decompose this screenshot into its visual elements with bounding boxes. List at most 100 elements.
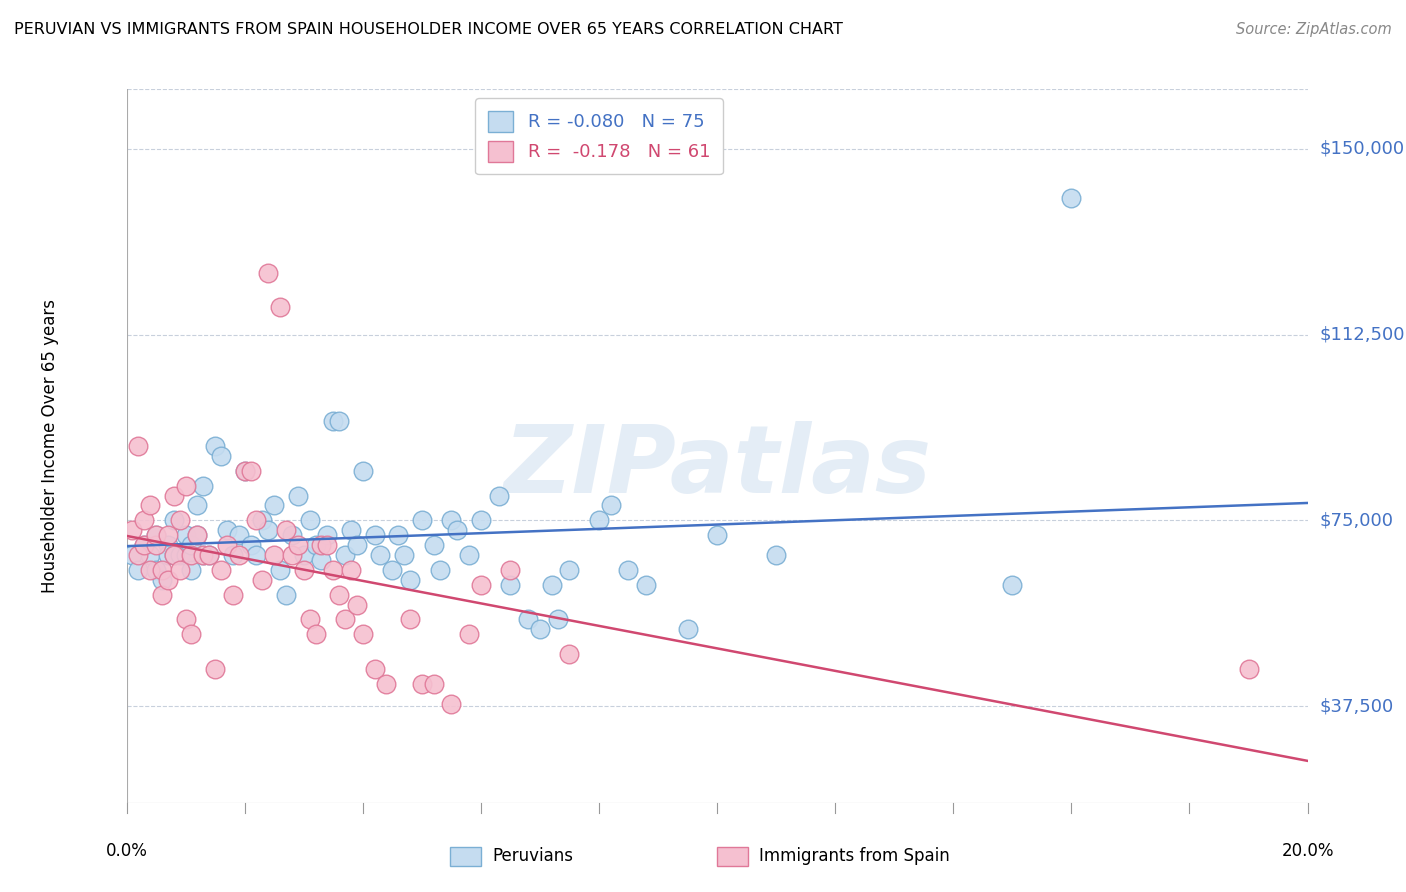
Text: 0.0%: 0.0% xyxy=(105,842,148,861)
Point xyxy=(228,548,250,562)
Text: Source: ZipAtlas.com: Source: ZipAtlas.com xyxy=(1236,22,1392,37)
Point xyxy=(193,478,215,492)
Point xyxy=(145,563,167,577)
Point xyxy=(328,414,350,428)
Point xyxy=(156,528,179,542)
Point xyxy=(706,528,728,542)
Point xyxy=(145,528,167,542)
Point xyxy=(765,548,787,562)
Point xyxy=(1001,578,1024,592)
Point xyxy=(547,612,569,626)
Point xyxy=(186,528,208,542)
Point xyxy=(411,677,433,691)
Point xyxy=(134,538,156,552)
Text: ZIPatlas: ZIPatlas xyxy=(503,421,931,514)
Point xyxy=(636,578,658,592)
Point xyxy=(429,563,451,577)
Point xyxy=(180,563,202,577)
Point xyxy=(333,548,356,562)
Point xyxy=(540,578,562,592)
Point xyxy=(274,588,297,602)
Point xyxy=(150,563,173,577)
Point xyxy=(169,513,191,527)
Point xyxy=(311,553,333,567)
Point xyxy=(174,528,197,542)
Point xyxy=(215,523,238,537)
Point xyxy=(298,612,321,626)
Point xyxy=(174,612,197,626)
Point xyxy=(257,523,280,537)
Point xyxy=(588,513,610,527)
Point xyxy=(139,548,162,562)
Point xyxy=(399,612,422,626)
Point xyxy=(470,578,492,592)
Point xyxy=(458,627,481,641)
Point xyxy=(274,523,297,537)
Point xyxy=(156,538,179,552)
Point xyxy=(328,588,350,602)
Point xyxy=(228,528,250,542)
Point xyxy=(145,528,167,542)
Point xyxy=(381,563,404,577)
Point xyxy=(1060,191,1083,205)
Point xyxy=(174,548,197,562)
Point xyxy=(292,548,315,562)
Point xyxy=(322,563,344,577)
Text: $112,500: $112,500 xyxy=(1319,326,1405,343)
Point xyxy=(245,548,267,562)
Point xyxy=(156,548,179,562)
Text: $75,000: $75,000 xyxy=(1319,511,1393,529)
Point xyxy=(1237,662,1260,676)
Point xyxy=(139,499,162,513)
Point xyxy=(163,548,186,562)
Point xyxy=(222,588,245,602)
Point xyxy=(440,697,463,711)
Point xyxy=(340,563,363,577)
Point xyxy=(134,513,156,527)
Point xyxy=(174,478,197,492)
Text: $150,000: $150,000 xyxy=(1319,140,1405,158)
Point xyxy=(215,538,238,552)
Point xyxy=(352,464,374,478)
Point xyxy=(375,677,398,691)
Point xyxy=(340,523,363,537)
Point xyxy=(163,513,186,527)
Point xyxy=(263,499,285,513)
Point xyxy=(292,563,315,577)
Point xyxy=(440,513,463,527)
Point xyxy=(298,513,321,527)
Point xyxy=(121,523,143,537)
Point xyxy=(163,548,186,562)
Point xyxy=(411,513,433,527)
Point xyxy=(352,627,374,641)
Point xyxy=(599,499,621,513)
Point xyxy=(304,627,326,641)
Point xyxy=(163,489,186,503)
Point xyxy=(198,548,221,562)
Point xyxy=(304,538,326,552)
Point xyxy=(134,538,156,552)
Point xyxy=(322,414,344,428)
Point xyxy=(458,548,481,562)
Point xyxy=(127,548,149,562)
Point xyxy=(370,548,392,562)
Point xyxy=(346,598,368,612)
Point xyxy=(150,573,173,587)
Text: Peruvians: Peruvians xyxy=(492,847,574,865)
Point xyxy=(139,563,162,577)
Point xyxy=(222,548,245,562)
Point xyxy=(233,464,256,478)
Point xyxy=(316,538,339,552)
Point xyxy=(499,563,522,577)
Point xyxy=(204,439,226,453)
Point xyxy=(186,528,208,542)
Point xyxy=(269,563,291,577)
Point xyxy=(558,647,581,661)
Point xyxy=(169,563,191,577)
Point xyxy=(180,548,202,562)
Point xyxy=(387,528,409,542)
Point xyxy=(529,623,551,637)
Point xyxy=(263,548,285,562)
Point xyxy=(392,548,415,562)
Legend: R = -0.080   N = 75, R =  -0.178   N = 61: R = -0.080 N = 75, R = -0.178 N = 61 xyxy=(475,98,723,174)
